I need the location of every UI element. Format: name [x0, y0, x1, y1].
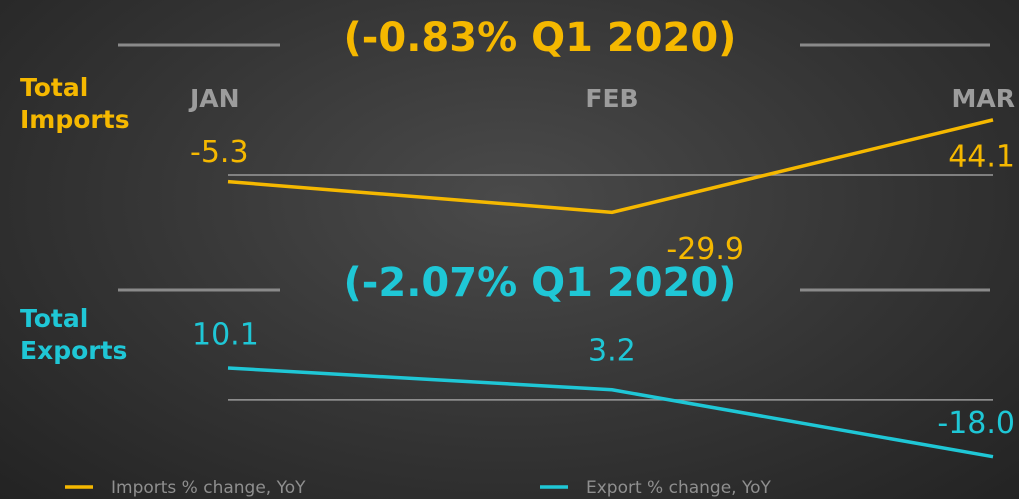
line [227, 366, 994, 459]
value-label: 3.2 [588, 333, 636, 368]
x-tick-label: JAN [188, 84, 240, 113]
value-label: 44.1 [948, 139, 1015, 174]
y-axis-label: Total Imports [20, 73, 130, 134]
chart-title: (-2.07% Q1 2020) [344, 260, 737, 306]
value-label: -18.0 [937, 406, 1015, 441]
line [227, 118, 994, 215]
legend-label: Export % change, YoY [586, 478, 772, 498]
chart-title: (-0.83% Q1 2020) [344, 15, 737, 61]
legend-label: Imports % change, YoY [111, 478, 306, 498]
value-label: 10.1 [192, 317, 259, 352]
value-label: -29.9 [666, 232, 744, 267]
x-tick-label: MAR [952, 84, 1015, 113]
y-axis-label: Total Exports [20, 304, 128, 365]
x-tick-label: FEB [585, 84, 638, 113]
value-label: -5.3 [190, 135, 249, 170]
